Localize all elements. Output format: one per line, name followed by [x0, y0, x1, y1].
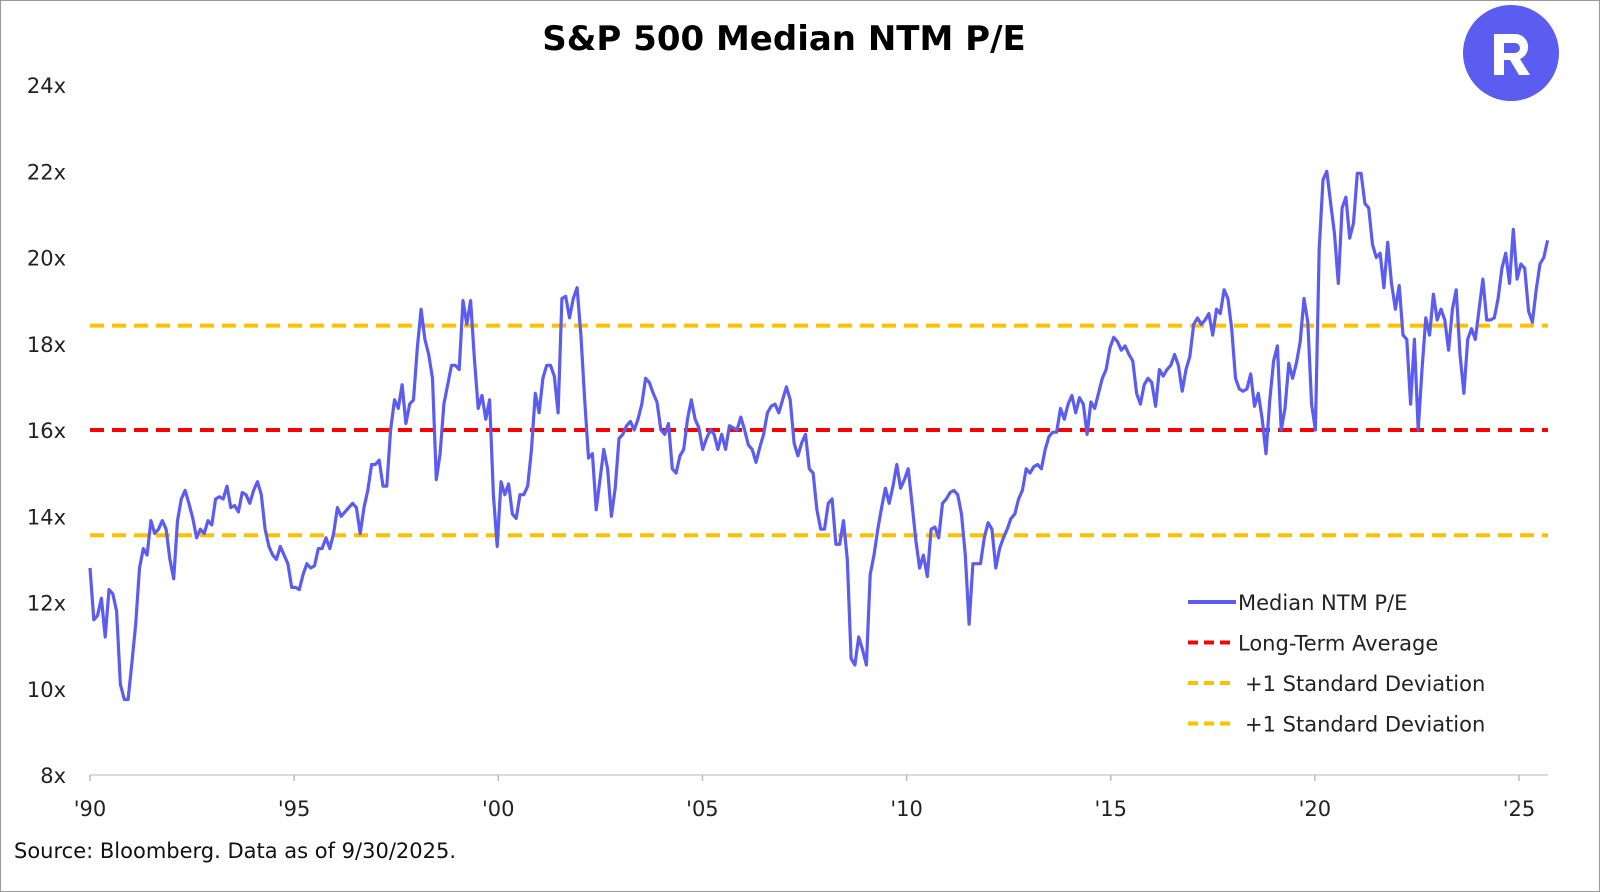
x-tick-label: '95 [278, 797, 311, 821]
y-tick-label: 8x [40, 764, 66, 788]
y-axis: 8x 10x 12x 14x 16x 18x 20x 22x 24x [27, 74, 66, 788]
y-tick-label: 16x [27, 419, 66, 443]
x-axis: '90 '95 '00 '05 '10 '15 '20 '25 [74, 774, 1548, 821]
y-tick-label: 14x [27, 505, 66, 529]
legend-label: +1 Standard Deviation [1245, 713, 1485, 737]
y-tick-label: 20x [27, 247, 66, 271]
series-group [88, 169, 1550, 702]
y-tick-label: 12x [27, 592, 66, 616]
legend: Median NTM P/E Long-Term Average +1 Standa… [1188, 591, 1485, 737]
y-tick-label: 18x [27, 333, 66, 357]
x-tick-label: '00 [482, 797, 515, 821]
x-tick-label: '20 [1299, 797, 1332, 821]
y-tick-label: 10x [27, 678, 66, 702]
source-note: Source: Bloomberg. Data as of 9/30/2025. [14, 839, 456, 863]
x-tick-label: '05 [686, 797, 719, 821]
x-tick-label: '25 [1503, 797, 1536, 821]
y-tick-label: 24x [27, 74, 66, 98]
median-ntm-pe-line [88, 169, 1550, 702]
legend-label: Long-Term Average [1238, 632, 1438, 656]
legend-label: Median NTM P/E [1238, 591, 1407, 615]
chart-title: S&P 500 Median NTM P/E [542, 19, 1025, 59]
legend-label: +1 Standard Deviation [1245, 672, 1485, 696]
logo [1463, 5, 1559, 101]
x-tick-label: '15 [1094, 797, 1127, 821]
x-tick-label: '90 [74, 797, 107, 821]
logo-r-glyph [1494, 34, 1530, 75]
y-tick-label: 22x [27, 160, 66, 184]
x-tick-label: '10 [890, 797, 923, 821]
reference-lines [90, 323, 1548, 538]
